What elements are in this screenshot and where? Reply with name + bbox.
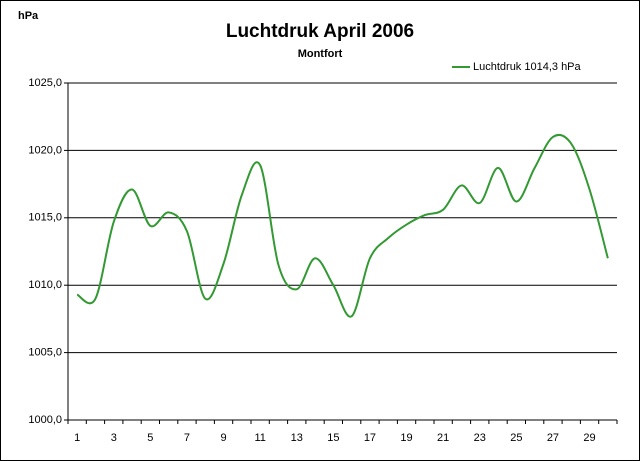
x-tick-label: 5 <box>147 432 153 444</box>
x-tick-label: 3 <box>111 432 117 444</box>
chart-subtitle: Montfort <box>298 48 343 60</box>
y-tick-label: 1015,0 <box>28 212 62 224</box>
x-tick-label: 1 <box>74 432 80 444</box>
chart-title: Luchtdruk April 2006 <box>226 21 414 42</box>
x-tick-label: 27 <box>547 432 559 444</box>
x-tick-label: 11 <box>254 432 265 444</box>
x-tick-label: 9 <box>220 432 226 444</box>
x-tick-label: 21 <box>437 432 449 444</box>
y-tick-label: 1020,0 <box>28 144 62 156</box>
x-tick-label: 13 <box>291 432 303 444</box>
y-axis-label: hPa <box>18 10 39 22</box>
x-tick-label: 17 <box>364 432 376 444</box>
y-tick-label: 1000,0 <box>28 414 62 426</box>
y-tick-label: 1025,0 <box>28 77 62 89</box>
series-line <box>76 133 609 318</box>
y-tick-label: 1005,0 <box>28 347 62 359</box>
x-tick-label: 25 <box>510 432 522 444</box>
y-tick-label: 1010,0 <box>28 279 62 291</box>
x-tick-label: 29 <box>583 432 595 444</box>
x-tick-label: 15 <box>327 432 339 444</box>
legend-label: Luchtdruk 1014,3 hPa <box>473 61 582 73</box>
x-tick-label: 23 <box>474 432 486 444</box>
x-tick-label: 19 <box>400 432 412 444</box>
x-tick-label: 7 <box>184 432 190 444</box>
